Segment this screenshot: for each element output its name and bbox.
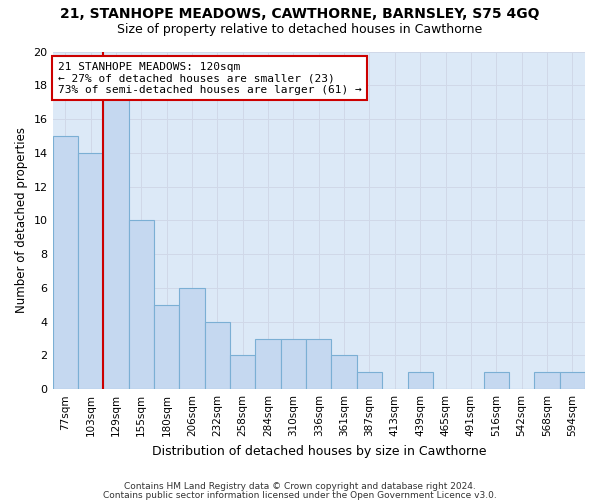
Y-axis label: Number of detached properties: Number of detached properties: [15, 128, 28, 314]
Bar: [331, 356, 357, 389]
Text: 21, STANHOPE MEADOWS, CAWTHORNE, BARNSLEY, S75 4GQ: 21, STANHOPE MEADOWS, CAWTHORNE, BARNSLE…: [60, 8, 540, 22]
Bar: [230, 356, 256, 389]
Bar: [53, 136, 78, 389]
Text: Contains public sector information licensed under the Open Government Licence v3: Contains public sector information licen…: [103, 490, 497, 500]
Bar: [484, 372, 509, 389]
Bar: [306, 338, 331, 389]
Bar: [560, 372, 585, 389]
Text: 21 STANHOPE MEADOWS: 120sqm
← 27% of detached houses are smaller (23)
73% of sem: 21 STANHOPE MEADOWS: 120sqm ← 27% of det…: [58, 62, 362, 95]
Bar: [534, 372, 560, 389]
X-axis label: Distribution of detached houses by size in Cawthorne: Distribution of detached houses by size …: [152, 444, 486, 458]
Bar: [256, 338, 281, 389]
Bar: [128, 220, 154, 389]
Bar: [103, 68, 128, 389]
Bar: [179, 288, 205, 389]
Bar: [154, 305, 179, 389]
Bar: [281, 338, 306, 389]
Bar: [357, 372, 382, 389]
Bar: [205, 322, 230, 389]
Bar: [407, 372, 433, 389]
Text: Contains HM Land Registry data © Crown copyright and database right 2024.: Contains HM Land Registry data © Crown c…: [124, 482, 476, 491]
Text: Size of property relative to detached houses in Cawthorne: Size of property relative to detached ho…: [118, 22, 482, 36]
Bar: [78, 153, 103, 389]
